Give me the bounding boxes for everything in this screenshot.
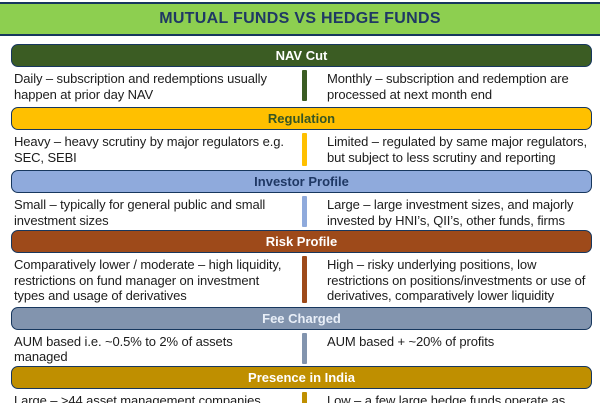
mutual-funds-cell: Large – >44 asset management companies, … (14, 392, 265, 403)
section-header-label: Investor Profile (254, 174, 349, 189)
section-header-label: Risk Profile (265, 234, 338, 249)
hedge-funds-cell: Large – large investment sizes, and majo… (327, 197, 574, 228)
hedge-funds-cell: Low – a few large hedge funds operate as… (327, 392, 566, 403)
mutual-funds-cell: AUM based i.e. ~0.5% to 2% of assets man… (14, 333, 233, 365)
section-header: NAV Cut (11, 44, 592, 67)
slide-title: MUTUAL FUNDS VS HEDGE FUNDS (159, 10, 441, 27)
mutual-funds-cell: Heavy – heavy scrutiny by major regulato… (14, 134, 284, 165)
section-regulation: Regulation Heavy – heavy scrutiny by maj… (11, 107, 592, 167)
column-divider (302, 332, 307, 364)
section-header: Presence in India (11, 365, 592, 389)
column-divider (302, 70, 307, 101)
section-presence-in-india: Presence in India Large – >44 asset mana… (11, 365, 592, 403)
section-header: Regulation (11, 107, 592, 130)
mutual-funds-cell: Small – typically for general public and… (14, 197, 266, 228)
hedge-funds-cell: Limited – regulated by same major regula… (327, 134, 587, 165)
slide-title-bar: MUTUAL FUNDS VS HEDGE FUNDS (0, 2, 600, 36)
column-divider (302, 391, 307, 403)
mutual-funds-cell: Comparatively lower / moderate – high li… (14, 257, 282, 303)
section-header: Fee Charged (11, 306, 592, 330)
section-header-label: Fee Charged (262, 310, 341, 326)
column-divider (302, 133, 307, 166)
hedge-funds-cell: High – risky underlying positions, low r… (327, 257, 586, 303)
section-body: Large – >44 asset management companies, … (11, 389, 592, 403)
section-investor-profile: Investor Profile Small – typically for g… (11, 170, 592, 228)
section-header: Risk Profile (11, 230, 592, 253)
section-nav-cut: NAV Cut Daily – subscription and redempt… (11, 44, 592, 102)
section-body: Heavy – heavy scrutiny by major regulato… (11, 130, 592, 167)
section-header-label: NAV Cut (275, 48, 328, 63)
comparison-table: NAV Cut Daily – subscription and redempt… (0, 44, 600, 403)
column-divider (302, 256, 307, 303)
column-divider (302, 196, 307, 227)
mutual-funds-cell: Daily – subscription and redemptions usu… (14, 71, 267, 102)
hedge-funds-cell: AUM based + ~20% of profits (327, 333, 495, 349)
section-fee-charged: Fee Charged AUM based i.e. ~0.5% to 2% o… (11, 306, 592, 365)
hedge-funds-cell: Monthly – subscription and redemption ar… (327, 71, 569, 102)
section-body: AUM based i.e. ~0.5% to 2% of assets man… (11, 330, 592, 365)
section-risk-profile: Risk Profile Comparatively lower / moder… (11, 230, 592, 304)
section-body: Daily – subscription and redemptions usu… (11, 67, 592, 102)
section-body: Comparatively lower / moderate – high li… (11, 253, 592, 304)
section-header-label: Presence in India (248, 369, 355, 385)
section-header-label: Regulation (267, 111, 336, 126)
section-body: Small – typically for general public and… (11, 193, 592, 228)
section-header: Investor Profile (11, 170, 592, 193)
